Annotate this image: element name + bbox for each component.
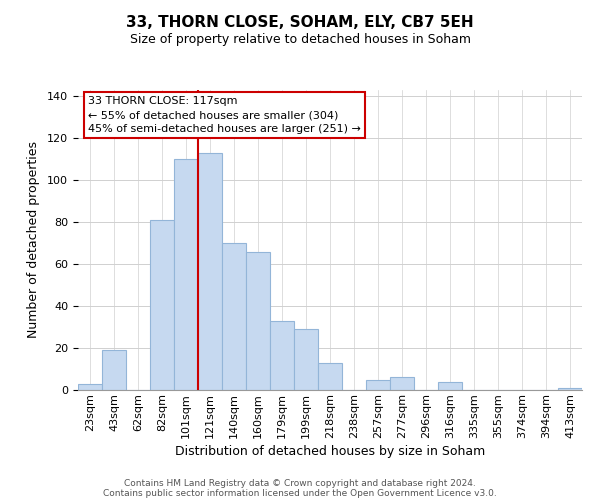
Bar bbox=[294, 329, 318, 390]
Bar bbox=[78, 384, 102, 390]
Bar bbox=[150, 220, 174, 390]
Text: Size of property relative to detached houses in Soham: Size of property relative to detached ho… bbox=[130, 32, 470, 46]
Bar bbox=[102, 350, 126, 390]
Text: 33 THORN CLOSE: 117sqm
← 55% of detached houses are smaller (304)
45% of semi-de: 33 THORN CLOSE: 117sqm ← 55% of detached… bbox=[88, 96, 361, 134]
X-axis label: Distribution of detached houses by size in Soham: Distribution of detached houses by size … bbox=[175, 445, 485, 458]
Y-axis label: Number of detached properties: Number of detached properties bbox=[27, 142, 40, 338]
Bar bbox=[246, 252, 270, 390]
Bar bbox=[390, 378, 414, 390]
Text: 33, THORN CLOSE, SOHAM, ELY, CB7 5EH: 33, THORN CLOSE, SOHAM, ELY, CB7 5EH bbox=[126, 15, 474, 30]
Text: Contains public sector information licensed under the Open Government Licence v3: Contains public sector information licen… bbox=[103, 488, 497, 498]
Bar bbox=[174, 159, 198, 390]
Bar bbox=[270, 321, 294, 390]
Bar bbox=[558, 388, 582, 390]
Bar bbox=[198, 153, 222, 390]
Bar bbox=[318, 362, 342, 390]
Bar bbox=[366, 380, 390, 390]
Text: Contains HM Land Registry data © Crown copyright and database right 2024.: Contains HM Land Registry data © Crown c… bbox=[124, 478, 476, 488]
Bar bbox=[438, 382, 462, 390]
Bar bbox=[222, 243, 246, 390]
